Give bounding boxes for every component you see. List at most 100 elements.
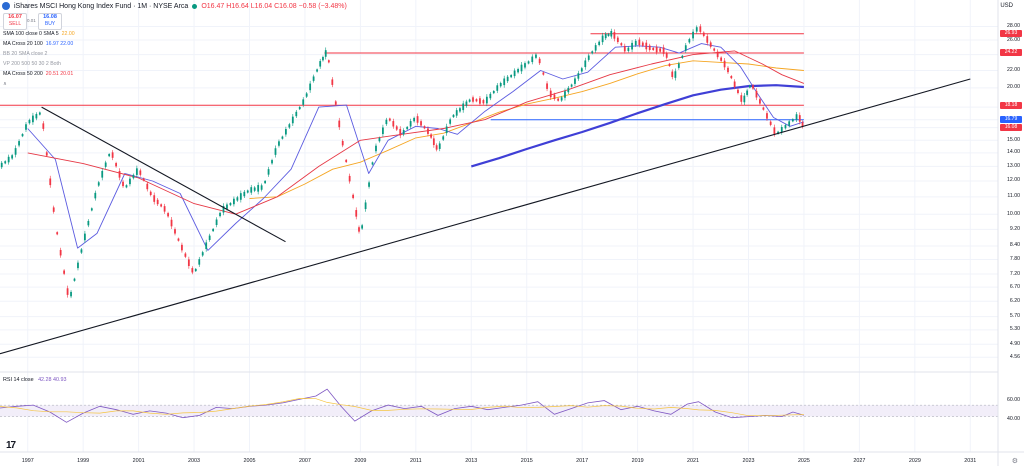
tradingview-logo-icon[interactable]: 17 bbox=[6, 440, 16, 451]
sell-price: 16.07 bbox=[8, 14, 22, 20]
chart-header: iShares MSCI Hong Kong Index Fund · 1M ·… bbox=[2, 2, 347, 10]
settings-gear-icon[interactable]: ⚙ bbox=[1011, 458, 1018, 465]
candle-body bbox=[345, 159, 348, 163]
spread-value: 0.01 bbox=[27, 18, 36, 23]
price-tick-label: 9.20 bbox=[1009, 225, 1020, 232]
time-tick-label: 2023 bbox=[742, 458, 755, 464]
candle-body bbox=[641, 42, 644, 46]
candle-body bbox=[77, 262, 79, 269]
buy-price: 16.08 bbox=[43, 14, 57, 20]
price-series bbox=[0, 24, 804, 299]
candle-body bbox=[371, 162, 374, 165]
candle-body bbox=[316, 69, 318, 72]
trend-lines[interactable] bbox=[0, 78, 971, 355]
candle-body bbox=[743, 95, 746, 103]
candle-body bbox=[187, 259, 190, 267]
candle-body bbox=[59, 249, 62, 256]
candle-body bbox=[11, 155, 14, 159]
candle-body bbox=[395, 126, 398, 130]
candle-body bbox=[762, 107, 765, 110]
buy-label: BUY bbox=[44, 20, 56, 27]
time-tick-label: 2013 bbox=[465, 458, 478, 464]
candle-body bbox=[777, 131, 779, 134]
candle-body bbox=[378, 137, 381, 142]
indicator-bollinger[interactable]: BB 20 SMA close 2 bbox=[3, 51, 48, 57]
candle-body bbox=[122, 181, 124, 187]
time-tick-label: 2029 bbox=[908, 458, 921, 464]
candle-body bbox=[784, 125, 787, 129]
candle-body bbox=[455, 110, 458, 116]
rsi-level-40: 40.00 bbox=[1007, 416, 1020, 422]
symbol-title[interactable]: iShares MSCI Hong Kong Index Fund · 1M ·… bbox=[14, 2, 189, 10]
candle-body bbox=[146, 183, 149, 190]
candle-body bbox=[101, 171, 104, 178]
price-tick-label: 5.70 bbox=[1009, 313, 1020, 320]
candle-body bbox=[291, 116, 294, 124]
candle-body bbox=[503, 78, 506, 86]
candle-body bbox=[733, 81, 736, 87]
indicator-volume-profile[interactable]: VP 200 500 50 30 2 Both bbox=[3, 61, 61, 67]
collapse-indicators-icon[interactable]: ∧ bbox=[3, 81, 7, 87]
candle-body bbox=[737, 89, 739, 94]
indicator-sma100[interactable]: SMA 100 close 0 SMA 5 22.00 bbox=[3, 31, 75, 37]
candle-body bbox=[662, 47, 665, 54]
candle-body bbox=[118, 171, 121, 178]
candle-body bbox=[773, 127, 776, 134]
candle-body bbox=[49, 178, 52, 186]
candle-body bbox=[198, 259, 201, 265]
indicator-ma-cross-20-100[interactable]: MA Cross 20 100 16.97 22.00 bbox=[3, 41, 74, 47]
rsi-legend[interactable]: RSI 14 close 42.28 40.93 bbox=[3, 377, 67, 383]
candle-body bbox=[665, 53, 668, 58]
candle-body bbox=[327, 60, 330, 63]
rsi-band bbox=[0, 405, 998, 417]
candle-body bbox=[740, 95, 743, 102]
candle-body bbox=[485, 96, 488, 104]
candle-body bbox=[801, 122, 804, 127]
candle-body bbox=[549, 90, 552, 98]
buy-button[interactable]: 16.08 BUY bbox=[38, 13, 62, 30]
candle-body bbox=[334, 101, 337, 105]
candle-body bbox=[163, 206, 166, 212]
candle-body bbox=[215, 219, 218, 225]
sell-button[interactable]: 16.07 SELL bbox=[3, 13, 27, 30]
candle-body bbox=[795, 114, 798, 120]
candle-body bbox=[284, 129, 287, 135]
candle-body bbox=[361, 225, 364, 229]
price-tick-label: 14.00 bbox=[1007, 149, 1020, 156]
price-tick-label: 4.90 bbox=[1009, 340, 1020, 347]
candle-body bbox=[358, 227, 360, 232]
candle-body bbox=[499, 82, 502, 87]
candle-body bbox=[681, 55, 684, 58]
price-tick-label: 20.00 bbox=[1007, 84, 1020, 91]
candle-body bbox=[257, 185, 260, 192]
candle-body bbox=[355, 210, 358, 217]
candle-body bbox=[35, 114, 38, 119]
candle-body bbox=[288, 124, 291, 128]
time-tick-label: 2031 bbox=[964, 458, 977, 464]
candle-body bbox=[181, 244, 183, 251]
price-tick-label: 6.20 bbox=[1009, 297, 1020, 304]
price-tick-label: 15.00 bbox=[1007, 136, 1020, 143]
candle-body bbox=[66, 288, 69, 295]
price-tick-label: 10.00 bbox=[1007, 210, 1020, 217]
candle-body bbox=[406, 126, 409, 130]
candle-body bbox=[638, 39, 641, 46]
sell-label: SELL bbox=[8, 20, 22, 27]
candle-body bbox=[87, 220, 90, 226]
indicator-ma-cross-50-200[interactable]: MA Cross 50 200 20.51 20.01 bbox=[3, 71, 74, 77]
candle-body bbox=[584, 60, 587, 68]
series-ma-200 bbox=[470, 84, 804, 168]
candle-body bbox=[111, 152, 114, 158]
candle-body bbox=[191, 268, 194, 273]
candle-body bbox=[385, 119, 388, 125]
price-tick-label: 4.56 bbox=[1009, 353, 1020, 360]
candle-body bbox=[25, 124, 27, 130]
candle-body bbox=[125, 185, 128, 188]
candle-body bbox=[574, 78, 576, 84]
candle-body bbox=[648, 45, 651, 50]
candle-body bbox=[274, 148, 277, 155]
candle-body bbox=[219, 212, 221, 217]
time-tick-label: 2003 bbox=[188, 458, 201, 464]
price-tag: 16.79 bbox=[1000, 116, 1022, 124]
